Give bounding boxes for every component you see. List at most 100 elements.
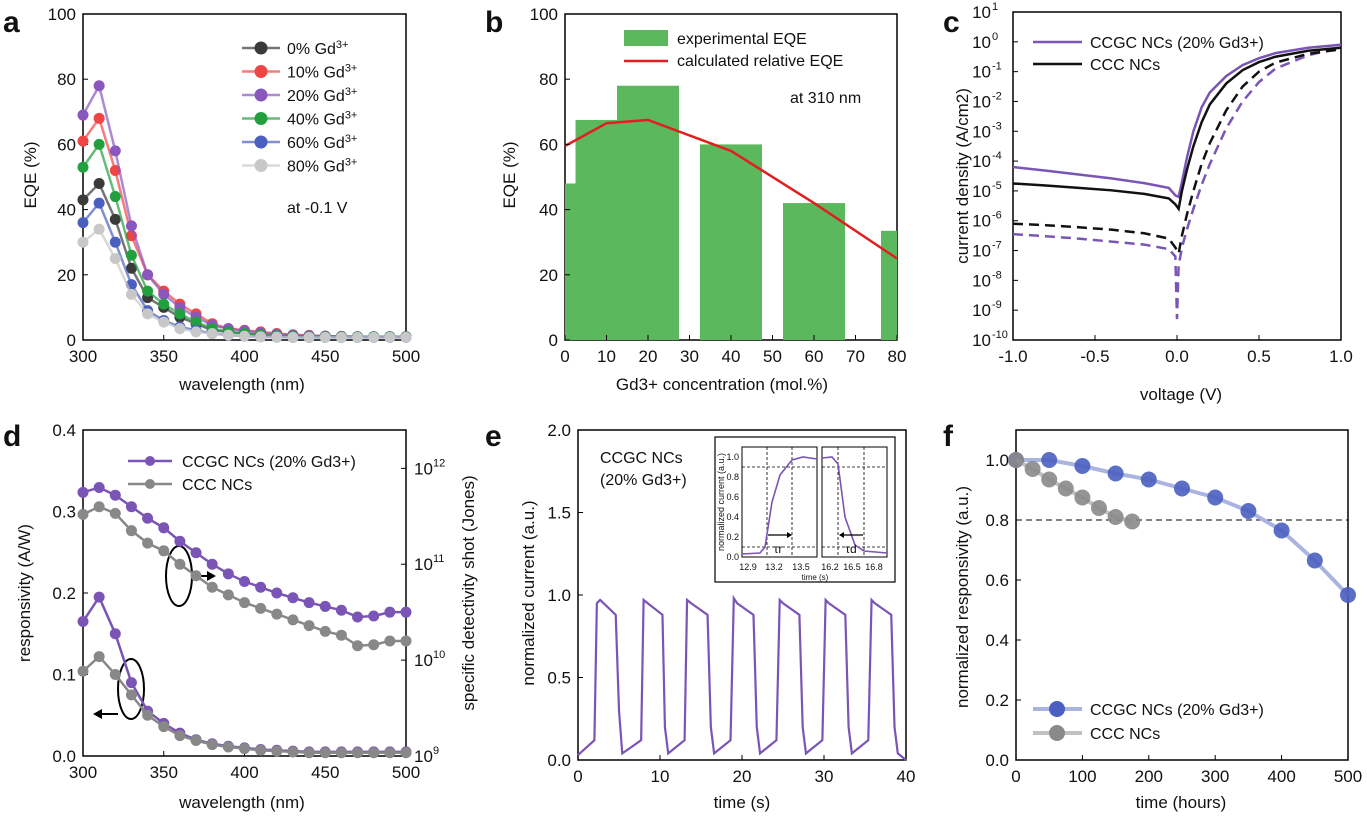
- c-ytick-exp: -8: [992, 269, 1002, 281]
- a-ytick-label: 0: [67, 331, 76, 350]
- c-legend-1: CCGC NCs (20% Gd3+): [1090, 35, 1264, 52]
- a-legend-marker: [254, 88, 268, 102]
- e-xtick-label: 10: [651, 767, 670, 786]
- a-point: [190, 326, 202, 338]
- d-point: [335, 604, 347, 616]
- d-ylabel: responsivity (A/W): [15, 524, 34, 662]
- f-xtick-label: 100: [1068, 767, 1096, 786]
- d-point: [222, 741, 234, 753]
- c-ytick-label: 10: [972, 242, 991, 261]
- d-point: [158, 545, 170, 557]
- d-rtick-exp: 10: [433, 649, 445, 661]
- a-point: [77, 161, 89, 173]
- d-rtick-label: 10: [414, 459, 433, 478]
- c-ytick-label: 10: [972, 271, 991, 290]
- a-point: [77, 109, 89, 121]
- a-point: [109, 191, 121, 203]
- a-point: [222, 329, 234, 341]
- a-legend-marker: [254, 135, 268, 149]
- b-ytick-label: 20: [539, 266, 558, 285]
- d-rtick-label: 10: [414, 555, 433, 574]
- d-point: [368, 610, 380, 622]
- c-xtick-label: 0.0: [1165, 347, 1189, 366]
- d-point: [400, 635, 412, 647]
- b-xtick-label: 0: [560, 347, 569, 366]
- d-arrowhead-right: [207, 571, 216, 581]
- d-point: [190, 570, 202, 582]
- f-xtick-label: 200: [1135, 767, 1163, 786]
- a-point: [335, 331, 347, 343]
- a-point: [319, 331, 331, 343]
- c-series-line: [1012, 48, 1342, 258]
- b-xtick-label: 80: [888, 347, 907, 366]
- d-point: [206, 739, 218, 751]
- e-inset-ytick-label: 0.6: [726, 492, 739, 502]
- c-xtick-label: -0.5: [1080, 347, 1109, 366]
- c-ylabel: current density (A/cm2): [953, 88, 972, 264]
- d-point: [400, 606, 412, 618]
- e-inset-decay-arrowhead: [839, 532, 844, 538]
- b-legend-bars: experimental EQE: [677, 31, 807, 48]
- a-point: [109, 253, 121, 264]
- e-inset-rise-arrowhead: [787, 532, 792, 538]
- a-point: [239, 330, 250, 342]
- d-point: [368, 747, 380, 759]
- f-legend-1: CCGC NCs (20% Gd3+): [1090, 702, 1264, 719]
- e-xlabel: time (s): [714, 793, 771, 812]
- a-point: [368, 331, 380, 343]
- a-xtick-label: 300: [69, 347, 97, 366]
- d-point: [174, 535, 186, 547]
- panel-label-f: f: [943, 420, 954, 453]
- e-inset-ytick-label: 0.4: [726, 512, 739, 522]
- f-series-line: [1016, 458, 1350, 597]
- d-rtick-label: 10: [414, 651, 433, 670]
- f-point: [1008, 452, 1024, 468]
- d-xtick-label: 400: [230, 763, 258, 782]
- b-xtick-label: 10: [597, 347, 616, 366]
- e-ytick-label: 0.5: [547, 669, 571, 688]
- c-ytick-label: 10: [972, 92, 991, 111]
- d-ytick-label: 0.0: [52, 747, 76, 766]
- f-xtick-label: 300: [1201, 767, 1229, 786]
- f-legend-marker-1: [1049, 701, 1065, 717]
- b-xtick-label: 20: [639, 347, 658, 366]
- c-ytick-exp: -7: [992, 240, 1002, 252]
- a-point: [158, 298, 170, 310]
- d-point: [142, 512, 154, 524]
- a-ytick-label: 100: [48, 5, 76, 24]
- e-inset-decay-curve: [821, 456, 888, 554]
- c-ytick-exp: -9: [992, 299, 1002, 311]
- e-inset-rise-curve: [741, 456, 818, 555]
- d-ytick-label: 0.3: [52, 503, 76, 522]
- a-point: [77, 236, 89, 248]
- e-inset-xtick-label: 16.8: [865, 562, 883, 572]
- a-point: [174, 308, 186, 320]
- a-point: [93, 112, 105, 124]
- a-point: [93, 138, 105, 150]
- e-inset-xlabel: time (s): [802, 573, 829, 582]
- e-xtick-label: 0: [573, 767, 582, 786]
- f-xtick-label: 0: [1011, 767, 1020, 786]
- d-point: [158, 721, 170, 733]
- d-ylabel-right: specific detectivity shot (Jones): [459, 475, 478, 710]
- d-point: [352, 747, 364, 759]
- a-point: [303, 331, 315, 343]
- f-point: [1057, 480, 1074, 497]
- d-ytick-label: 0.1: [52, 666, 76, 685]
- c-ytick-exp: 1: [992, 1, 998, 13]
- c-ytick-exp: -10: [992, 329, 1008, 341]
- b-xtick-label: 40: [722, 347, 741, 366]
- d-point: [368, 639, 380, 651]
- d-point: [206, 581, 218, 593]
- d-rtick-exp: 11: [433, 553, 444, 565]
- a-xtick-label: 500: [392, 347, 420, 366]
- d-point: [335, 629, 347, 641]
- b-bar: [881, 230, 897, 340]
- d-ytick-label: 0.4: [52, 421, 76, 440]
- d-xtick-label: 300: [69, 763, 97, 782]
- f-point: [1041, 452, 1058, 468]
- a-point: [352, 331, 364, 343]
- d-point: [93, 482, 105, 494]
- d-series-line: [82, 654, 406, 754]
- b-ytick-label: 40: [539, 201, 558, 220]
